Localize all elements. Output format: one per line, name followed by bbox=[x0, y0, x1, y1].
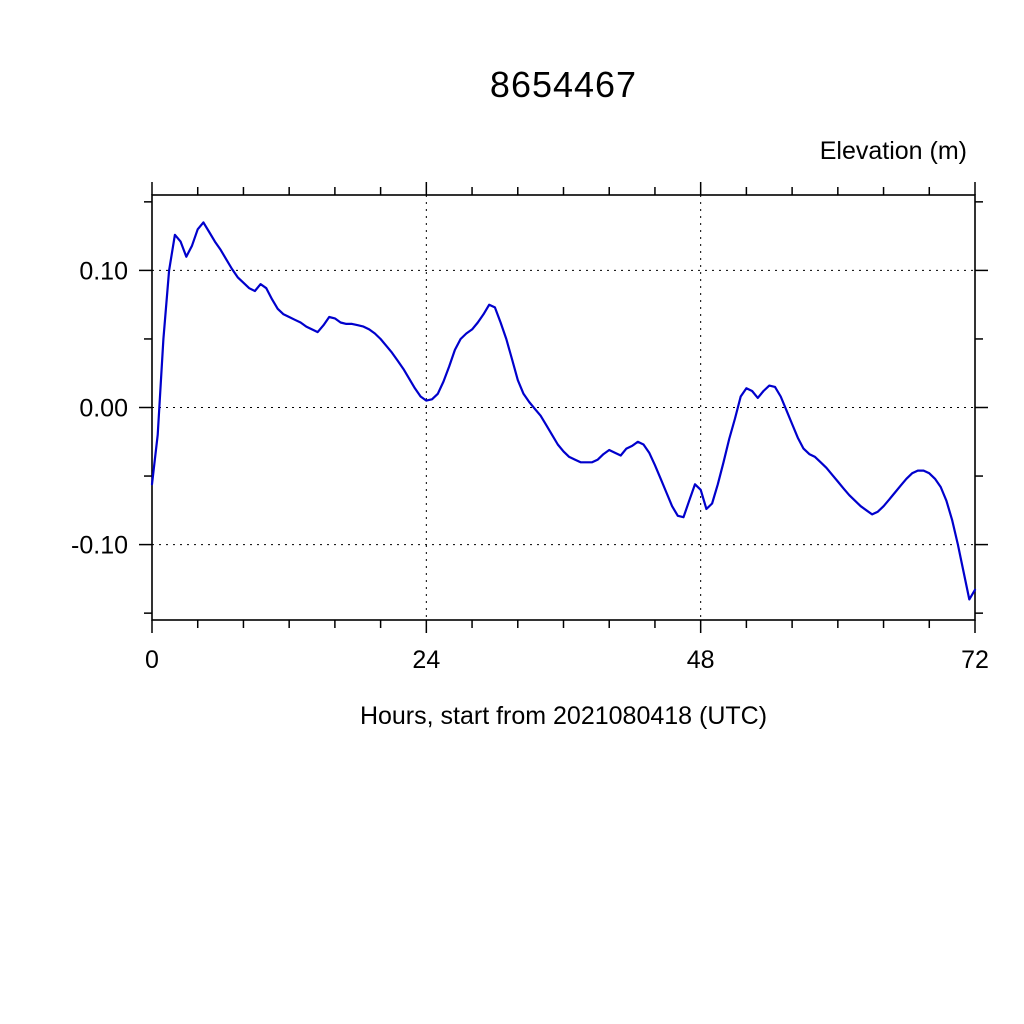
gridlines bbox=[152, 195, 975, 620]
tick-labels: 0 24 48 72 0.10 0.00 -0.10 bbox=[71, 257, 989, 674]
plot-frame bbox=[151, 194, 976, 621]
axis-ticks bbox=[139, 182, 988, 633]
y-tick-label: 0.00 bbox=[79, 395, 128, 423]
chart-title: 8654467 bbox=[489, 64, 638, 105]
x-tick-label: 0 bbox=[145, 646, 159, 674]
elevation-series-line bbox=[150, 221, 977, 601]
x-tick-label: 24 bbox=[412, 646, 440, 674]
x-axis-label: Hours, start from 2021080418 (UTC) bbox=[359, 702, 768, 730]
y-tick-label: 0.10 bbox=[79, 257, 128, 285]
x-tick-label: 72 bbox=[961, 646, 989, 674]
x-tick-label: 48 bbox=[687, 646, 715, 674]
y-axis-label: Elevation (m) bbox=[819, 137, 967, 165]
y-tick-label: -0.10 bbox=[71, 532, 128, 560]
